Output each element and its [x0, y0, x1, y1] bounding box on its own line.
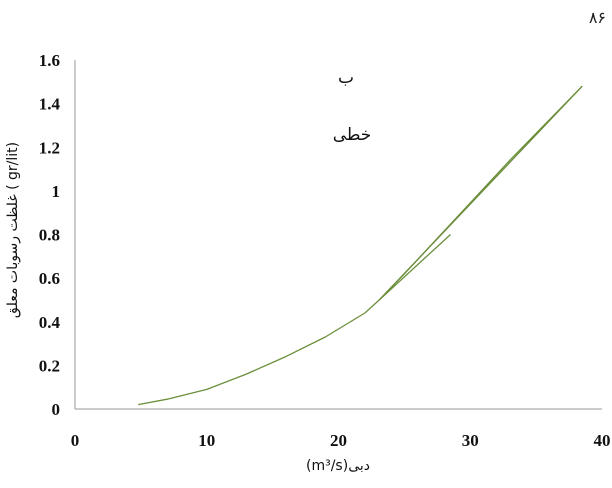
y-tick-label: 0.8	[39, 226, 60, 245]
x-tick-label: 0	[71, 431, 80, 450]
y-tick-label: 0	[52, 400, 61, 419]
x-tick-label: 40	[594, 431, 611, 450]
y-tick-label: 1.2	[39, 138, 60, 157]
y-tick-label: 1.6	[39, 51, 60, 70]
x-tick-label: 30	[462, 431, 479, 450]
y-tick-label: 0.6	[39, 269, 60, 288]
tick-labels: 0 10 20 30 40 0 0.2 0.4 0.6 0.8 1 1.2 1.4 1.6	[39, 51, 611, 450]
y-tick-label: 1.4	[39, 95, 61, 114]
axes	[74, 60, 602, 410]
y-tick-label: 0.4	[39, 313, 61, 332]
annotation-b: ب	[338, 68, 354, 88]
x-tick-label: 10	[198, 431, 215, 450]
x-tick-label: 20	[330, 431, 347, 450]
annotation-linear: خطی	[333, 125, 372, 145]
series-line-1	[138, 299, 380, 406]
x-axis-label: (m³/s)دبی	[306, 458, 370, 474]
series-line-3	[378, 234, 451, 301]
series-line-4	[378, 85, 583, 301]
y-tick-label: 0.2	[39, 356, 60, 375]
y-axis-label: غلظت رسوبات معلق ( gr/lit)	[5, 142, 21, 318]
series-group	[138, 85, 583, 406]
page-number: ۸۶	[588, 8, 606, 27]
y-tick-label: 1	[52, 182, 61, 201]
